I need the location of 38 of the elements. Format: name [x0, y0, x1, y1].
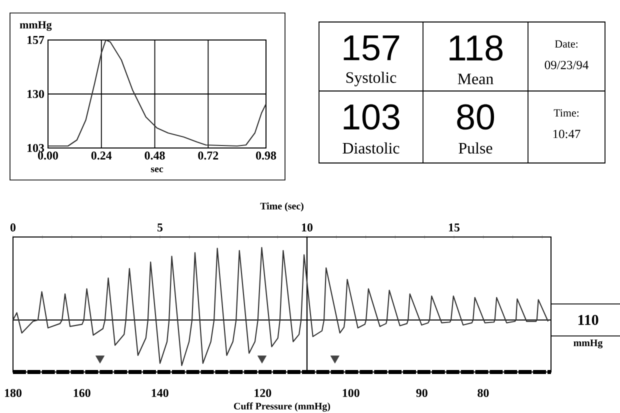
text: 80 [478, 388, 489, 398]
x-tick-label: 0 [10, 223, 16, 232]
text: 10:47 [553, 130, 580, 138]
text: 100 [342, 388, 360, 398]
x-tick-label: 15 [448, 223, 460, 232]
text: 140 [152, 388, 168, 398]
text: 180 [4, 388, 22, 398]
text: Pulse [458, 142, 492, 154]
text: 110 [578, 314, 598, 325]
x-tick-label: 0.72 [198, 152, 218, 160]
x-tick-label: 0.00 [38, 152, 58, 160]
text: 09/23/94 [544, 60, 588, 70]
x-tick-label: 0.24 [91, 152, 112, 160]
text: 118 [450, 35, 503, 61]
text: 120 [254, 388, 272, 398]
x-tick-label: 5 [157, 224, 163, 232]
text: Time: [554, 109, 579, 117]
text: 90 [416, 388, 428, 398]
x-tick-label: 0.98 [256, 152, 276, 160]
x-tick-label: 10 [302, 223, 313, 232]
text: 80 [457, 104, 494, 130]
text: Cuff Pressure (mmHg) [234, 402, 330, 412]
text: Systolic [346, 72, 396, 86]
y-axis-title: mmHg [20, 21, 52, 31]
text: Diastolic [342, 142, 400, 154]
y-tick-label: 130 [28, 90, 44, 98]
text: mmHg [574, 340, 603, 348]
text: 157 [344, 35, 400, 60]
x-axis-title: Time (sec) [260, 202, 304, 212]
x-axis-title: sec [150, 167, 164, 172]
text: 103 [344, 104, 400, 130]
text: 160 [74, 388, 90, 398]
line-series [48, 40, 266, 147]
y-tick-label: 103 [28, 144, 44, 152]
text: Date: [554, 40, 578, 48]
text: Mean [458, 74, 494, 84]
y-tick-label: 157 [28, 36, 44, 44]
x-tick-label: 0.48 [144, 152, 165, 160]
